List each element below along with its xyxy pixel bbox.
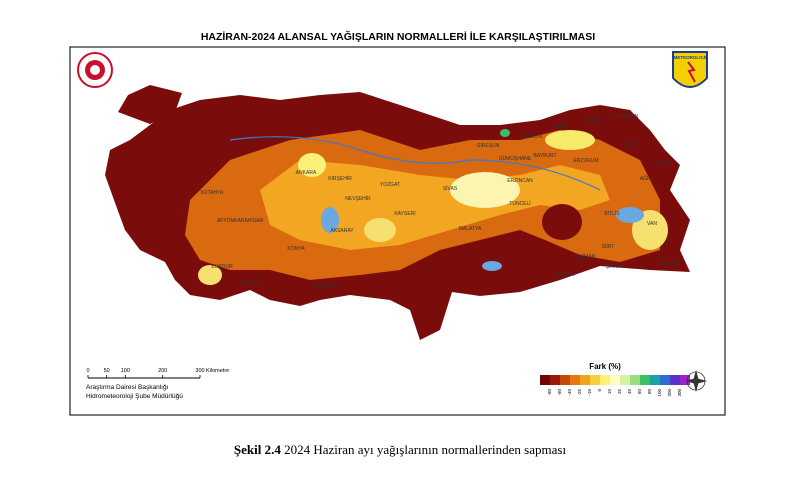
legend-swatch [680, 375, 690, 385]
city-label: IĞDIR [655, 160, 669, 167]
city-label: ANKARA [296, 170, 317, 176]
legend-swatch [660, 375, 670, 385]
scale-tick-label: 100 [121, 368, 130, 374]
city-label: SİİRT [602, 243, 615, 250]
city-label: ARDAHAN [614, 114, 639, 120]
city-label: GİRESUN [477, 142, 500, 149]
scale-tick-label: 0 [86, 368, 89, 374]
legend-tick-label: 10 [607, 389, 612, 395]
legend-tick-label: 80 [647, 389, 652, 395]
city-label: MARDİN [555, 271, 575, 278]
legend-swatch [650, 375, 660, 385]
legend-tick-label: 40 [627, 389, 632, 395]
city-label: KAYSERİ [394, 210, 415, 217]
legend-tick-label: 0 [597, 389, 602, 392]
legend-swatch [670, 375, 680, 385]
legend-swatch [610, 375, 620, 385]
city-label: BİTLİS [604, 210, 620, 217]
city-label: VAN [647, 221, 657, 227]
legend-title: Fark (%) [589, 362, 621, 371]
legend-swatch [600, 375, 610, 385]
legend-swatch [630, 375, 640, 385]
city-label: MALATYA [459, 226, 482, 232]
city-label: BURDUR [211, 264, 233, 270]
legend-swatch [550, 375, 560, 385]
caption: Şekil 2.4 2024 Haziran ayı yağışlarının … [234, 442, 567, 457]
logo-text: METEOROLOJİ [674, 54, 707, 60]
org-text: Hidrometeoroloji Şube Müdürlüğü [86, 393, 183, 400]
scale-tick-label: 300 [195, 368, 204, 374]
city-label: ERZİNCAN [507, 177, 533, 184]
city-label: KONYA [287, 246, 305, 252]
legend-tick-label: -40 [567, 389, 572, 396]
city-label: RİZE [556, 123, 568, 130]
caption-label: Şekil 2.4 [234, 442, 281, 457]
city-label: AĞRI [640, 175, 652, 182]
legend-swatch [540, 375, 550, 385]
legend-tick-label: 200 [667, 389, 672, 397]
legend-swatch [590, 375, 600, 385]
legend-tick-label: -60 [557, 389, 562, 396]
legend-tick-label: -25 [577, 389, 582, 396]
city-label: TUNCELİ [509, 200, 530, 207]
city-label: KÜTAHYA [201, 189, 225, 196]
city-label: KARAMAN [313, 284, 338, 290]
legend-swatch [640, 375, 650, 385]
legend-tick-label: -80 [547, 389, 552, 396]
city-label: ERZURUM [574, 158, 599, 164]
city-label: GÜMÜŞHANE [499, 155, 532, 162]
logo-left [77, 52, 113, 88]
city-label: AFYONKARAHİSAR [217, 217, 264, 224]
city-label: HAKKARİ [657, 260, 679, 267]
city-label: TRABZON [518, 134, 542, 140]
legend-swatch [560, 375, 570, 385]
city-label: BATMAN [575, 254, 596, 260]
legend: -80 -60 -40 -25 -10 0 10 25 40 60 80 100 200 300 [540, 375, 690, 397]
scale-tick-label: 50 [104, 368, 110, 374]
city-labels: ANKARA KONYA YOZGAT KAYSERİ SİVAS TRABZO… [201, 114, 679, 290]
logo-right: METEOROLOJİ [672, 51, 708, 88]
org-text: Araştırma Dairesi Başkanlığı [86, 384, 169, 391]
city-label: YOZGAT [380, 182, 400, 188]
city-label: ANTALYA [239, 280, 261, 286]
scale-unit: Kilometre [206, 368, 229, 374]
compass [685, 370, 707, 392]
city-label: ARTVİN [586, 117, 605, 124]
caption-text: 2024 Haziran ayı yağışlarının normalleri… [284, 442, 566, 457]
scale-tick-label: 200 [158, 368, 167, 374]
city-label: ŞIRNAK [606, 264, 625, 270]
legend-tick-label: 60 [637, 389, 642, 395]
city-label: KIRŞEHİR [328, 175, 352, 182]
city-label: NEVŞEHİR [345, 195, 371, 202]
legend-tick-label: 25 [617, 389, 622, 395]
legend-tick-label: 100 [657, 389, 662, 397]
map [105, 85, 690, 340]
city-label: AKSARAY [330, 228, 354, 234]
legend-swatch [580, 375, 590, 385]
city-label: BAYBURT [533, 153, 556, 159]
map-title: HAZİRAN-2024 ALANSAL YAĞIŞLARIN NORMALLE… [201, 30, 595, 43]
legend-tick-label: 300 [677, 389, 682, 397]
city-label: SİVAS [443, 185, 458, 192]
city-label: KARS [623, 142, 637, 148]
legend-tick-label: -10 [587, 389, 592, 396]
legend-swatch [570, 375, 580, 385]
scale-bar: 0 50 100 200 300 Kilometre [86, 368, 229, 379]
legend-swatch [620, 375, 630, 385]
